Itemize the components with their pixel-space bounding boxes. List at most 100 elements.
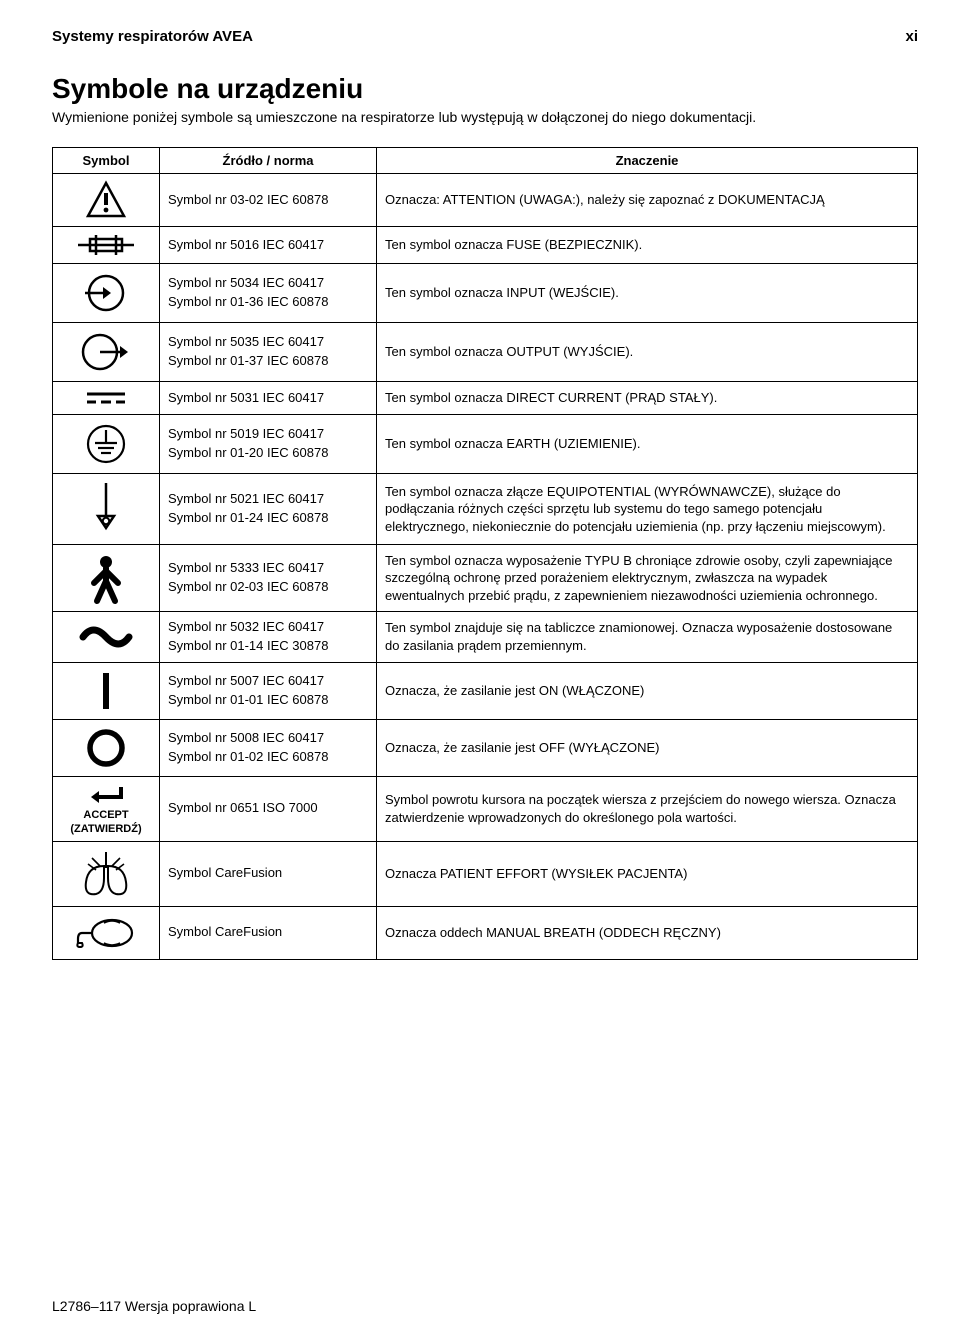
table-row: Symbol CareFusion Oznacza oddech MANUAL B… bbox=[53, 906, 918, 959]
meaning-cell: Oznacza, że zasilanie jest ON (WŁĄCZONE) bbox=[377, 662, 918, 719]
meaning-cell: Ten symbol oznacza złącze EQUIPOTENTIAL … bbox=[377, 474, 918, 545]
source-cell: Symbol nr 5008 IEC 60417Symbol nr 01-02 … bbox=[160, 719, 377, 776]
source-line: Symbol CareFusion bbox=[168, 923, 368, 942]
source-line: Symbol nr 01-02 IEC 60878 bbox=[168, 748, 368, 767]
typeb-icon bbox=[61, 551, 151, 605]
header-right: xi bbox=[905, 28, 918, 45]
source-line: Symbol nr 5007 IEC 60417 bbox=[168, 672, 368, 691]
source-cell: Symbol nr 5035 IEC 60417Symbol nr 01-37 … bbox=[160, 323, 377, 382]
source-cell: Symbol nr 5333 IEC 60417Symbol nr 02-03 … bbox=[160, 545, 377, 612]
table-row: Symbol nr 03-02 IEC 60878 Oznacza: ATTENT… bbox=[53, 174, 918, 227]
symbol-cell bbox=[53, 662, 160, 719]
source-line: Symbol nr 5333 IEC 60417 bbox=[168, 559, 368, 578]
symbol-cell bbox=[53, 382, 160, 415]
header-left: Systemy respiratorów AVEA bbox=[52, 28, 253, 45]
symbol-cell bbox=[53, 612, 160, 663]
symbol-cell: ACCEPT (ZATWIERDŹ) bbox=[53, 776, 160, 841]
symbol-cell bbox=[53, 841, 160, 906]
symbol-cell bbox=[53, 174, 160, 227]
source-line: Symbol nr 01-01 IEC 60878 bbox=[168, 691, 368, 710]
meaning-cell: Oznacza oddech MANUAL BREATH (ODDECH RĘC… bbox=[377, 906, 918, 959]
table-row: Symbol nr 5035 IEC 60417Symbol nr 01-37 … bbox=[53, 323, 918, 382]
source-cell: Symbol nr 5016 IEC 60417 bbox=[160, 227, 377, 264]
table-row: Symbol nr 5031 IEC 60417 Ten symbol oznac… bbox=[53, 382, 918, 415]
source-line: Symbol nr 01-24 IEC 60878 bbox=[168, 509, 368, 528]
col-source: Źródło / norma bbox=[160, 148, 377, 174]
meaning-cell: Ten symbol oznacza OUTPUT (WYJŚCIE). bbox=[377, 323, 918, 382]
source-cell: Symbol nr 5034 IEC 60417Symbol nr 01-36 … bbox=[160, 264, 377, 323]
symbol-cell bbox=[53, 906, 160, 959]
source-line: Symbol nr 01-20 IEC 60878 bbox=[168, 444, 368, 463]
lungs-icon bbox=[61, 848, 151, 900]
earth-icon bbox=[61, 421, 151, 467]
symbol-cell bbox=[53, 545, 160, 612]
symbol-cell bbox=[53, 415, 160, 474]
meaning-cell: Ten symbol oznacza DIRECT CURRENT (PRĄD … bbox=[377, 382, 918, 415]
source-line: Symbol nr 5034 IEC 60417 bbox=[168, 274, 368, 293]
input-icon bbox=[61, 270, 151, 316]
source-cell: Symbol nr 5032 IEC 60417Symbol nr 01-14 … bbox=[160, 612, 377, 663]
source-line: Symbol nr 5019 IEC 60417 bbox=[168, 425, 368, 444]
accept-label-1: ACCEPT bbox=[61, 809, 151, 821]
meaning-cell: Oznacza: ATTENTION (UWAGA:), należy się … bbox=[377, 174, 918, 227]
symbols-table: Symbol Źródło / norma Znaczenie Symbol n… bbox=[52, 147, 918, 960]
col-symbol: Symbol bbox=[53, 148, 160, 174]
equipotential-icon bbox=[61, 480, 151, 538]
source-cell: Symbol nr 0651 ISO 7000 bbox=[160, 776, 377, 841]
table-row: Symbol nr 5008 IEC 60417Symbol nr 01-02 … bbox=[53, 719, 918, 776]
warning-icon bbox=[61, 180, 151, 220]
accept-icon bbox=[61, 783, 151, 807]
fuse-icon bbox=[61, 233, 151, 257]
source-line: Symbol nr 5032 IEC 60417 bbox=[168, 618, 368, 637]
table-row: Symbol nr 5034 IEC 60417Symbol nr 01-36 … bbox=[53, 264, 918, 323]
table-row: Symbol nr 5016 IEC 60417Ten symbol oznac… bbox=[53, 227, 918, 264]
meaning-cell: Ten symbol oznacza EARTH (UZIEMIENIE). bbox=[377, 415, 918, 474]
meaning-cell: Ten symbol oznacza INPUT (WEJŚCIE). bbox=[377, 264, 918, 323]
source-line: Symbol nr 01-36 IEC 60878 bbox=[168, 293, 368, 312]
table-row: Symbol nr 5019 IEC 60417Symbol nr 01-20 … bbox=[53, 415, 918, 474]
meaning-cell: Oznacza PATIENT EFFORT (WYSIŁEK PACJENTA… bbox=[377, 841, 918, 906]
intro-text: Wymienione poniżej symbole są umieszczon… bbox=[52, 109, 918, 125]
symbol-cell bbox=[53, 227, 160, 264]
source-cell: Symbol nr 03-02 IEC 60878 bbox=[160, 174, 377, 227]
footer-text: L2786–117 Wersja poprawiona L bbox=[52, 1298, 256, 1314]
meaning-cell: Oznacza, że zasilanie jest OFF (WYŁĄCZON… bbox=[377, 719, 918, 776]
source-line: Symbol nr 5031 IEC 60417 bbox=[168, 389, 368, 408]
off-icon bbox=[61, 726, 151, 770]
table-row: Symbol nr 5333 IEC 60417Symbol nr 02-03 … bbox=[53, 545, 918, 612]
symbol-cell bbox=[53, 474, 160, 545]
page-title: Symbole na urządzeniu bbox=[52, 73, 918, 105]
bag-icon bbox=[61, 913, 151, 953]
source-line: Symbol nr 5035 IEC 60417 bbox=[168, 333, 368, 352]
source-line: Symbol nr 02-03 IEC 60878 bbox=[168, 578, 368, 597]
source-line: Symbol nr 03-02 IEC 60878 bbox=[168, 191, 368, 210]
table-row: ACCEPT (ZATWIERDŹ) Symbol nr 0651 ISO 7000… bbox=[53, 776, 918, 841]
source-cell: Symbol nr 5031 IEC 60417 bbox=[160, 382, 377, 415]
source-line: Symbol nr 5008 IEC 60417 bbox=[168, 729, 368, 748]
source-cell: Symbol CareFusion bbox=[160, 841, 377, 906]
source-line: Symbol nr 5021 IEC 60417 bbox=[168, 490, 368, 509]
source-line: Symbol nr 0651 ISO 7000 bbox=[168, 799, 368, 818]
on-icon bbox=[61, 669, 151, 713]
source-line: Symbol CareFusion bbox=[168, 864, 368, 883]
symbol-cell bbox=[53, 719, 160, 776]
source-line: Symbol nr 5016 IEC 60417 bbox=[168, 236, 368, 255]
symbol-cell bbox=[53, 264, 160, 323]
meaning-cell: Ten symbol znajduje się na tabliczce zna… bbox=[377, 612, 918, 663]
source-line: Symbol nr 01-37 IEC 60878 bbox=[168, 352, 368, 371]
meaning-cell: Ten symbol oznacza wyposażenie TYPU B ch… bbox=[377, 545, 918, 612]
col-meaning: Znaczenie bbox=[377, 148, 918, 174]
output-icon bbox=[61, 329, 151, 375]
accept-label-2: (ZATWIERDŹ) bbox=[61, 823, 151, 835]
table-row: Symbol nr 5021 IEC 60417Symbol nr 01-24 … bbox=[53, 474, 918, 545]
ac-icon bbox=[61, 623, 151, 651]
table-row: Symbol nr 5007 IEC 60417Symbol nr 01-01 … bbox=[53, 662, 918, 719]
dc-icon bbox=[61, 388, 151, 408]
source-cell: Symbol CareFusion bbox=[160, 906, 377, 959]
source-cell: Symbol nr 5007 IEC 60417Symbol nr 01-01 … bbox=[160, 662, 377, 719]
symbol-cell bbox=[53, 323, 160, 382]
source-line: Symbol nr 01-14 IEC 30878 bbox=[168, 637, 368, 656]
source-cell: Symbol nr 5019 IEC 60417Symbol nr 01-20 … bbox=[160, 415, 377, 474]
table-row: Symbol nr 5032 IEC 60417Symbol nr 01-14 … bbox=[53, 612, 918, 663]
source-cell: Symbol nr 5021 IEC 60417Symbol nr 01-24 … bbox=[160, 474, 377, 545]
